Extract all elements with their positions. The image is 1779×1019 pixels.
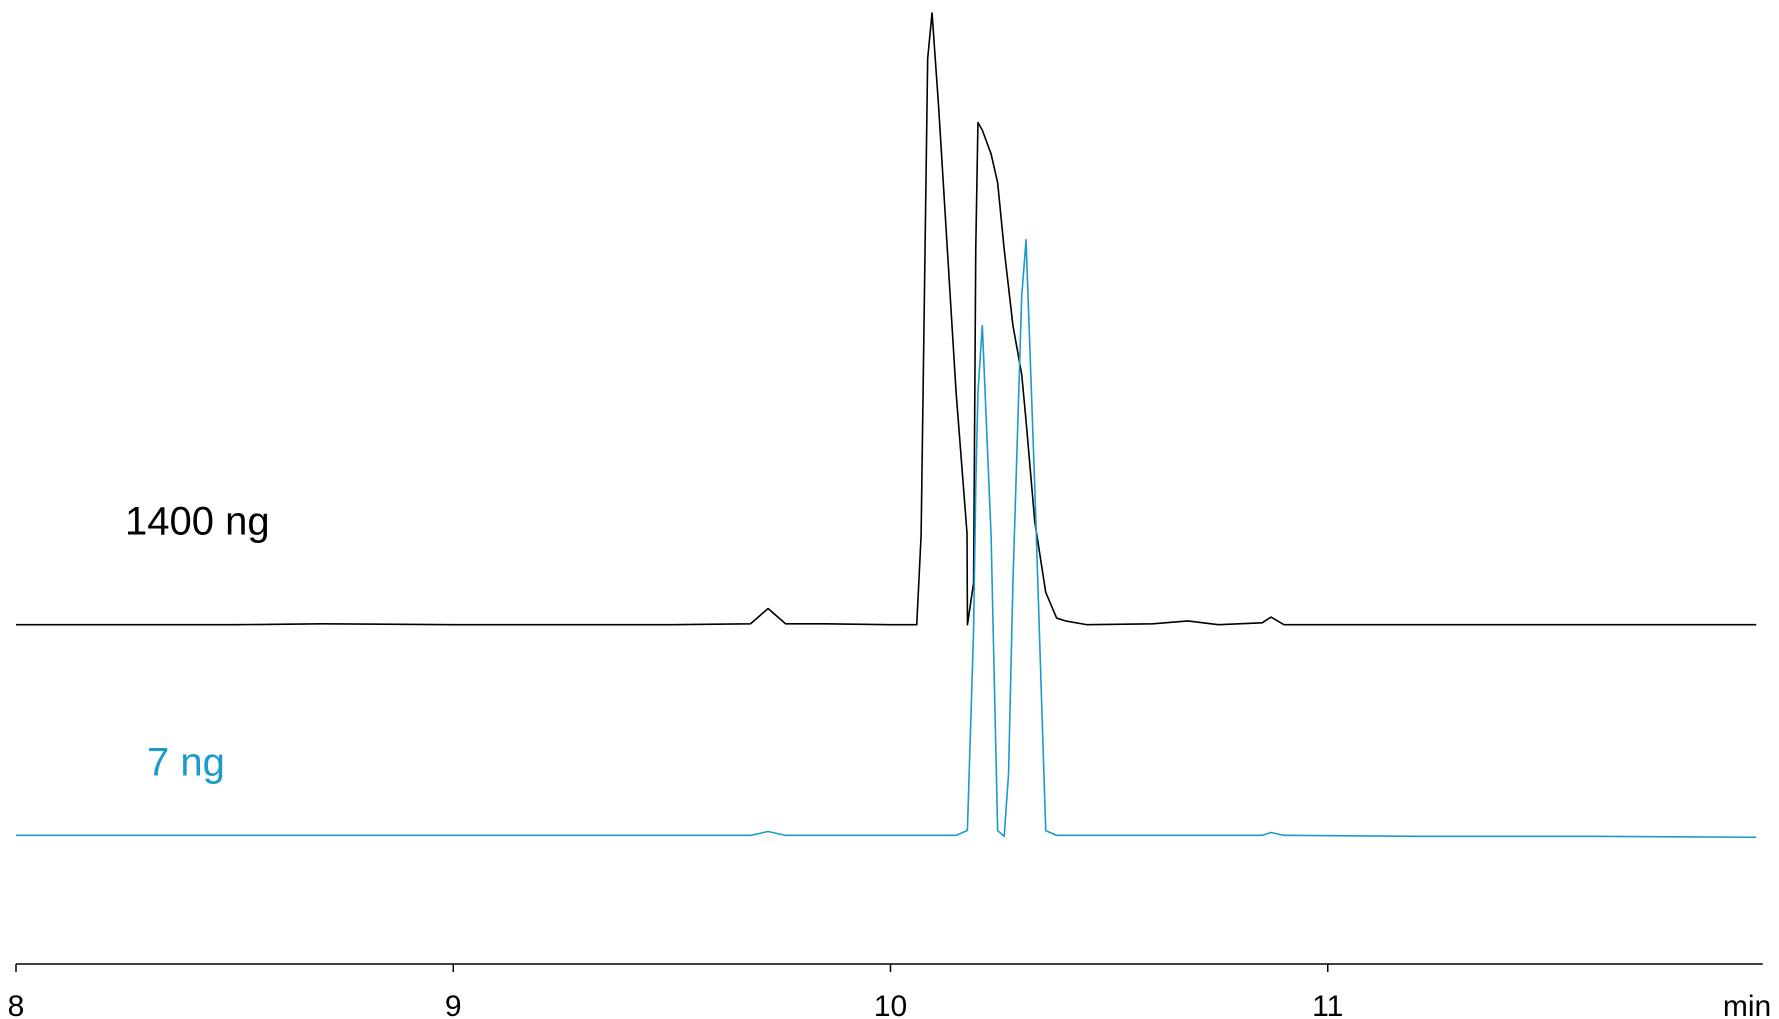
x-axis-label: min bbox=[1723, 990, 1771, 1019]
x-tick-label: 9 bbox=[445, 990, 462, 1019]
trace-label: 1400 ng bbox=[125, 500, 270, 544]
x-tick-label: 11 bbox=[1312, 990, 1343, 1019]
trace bbox=[16, 238, 1757, 839]
x-tick-label: 8 bbox=[8, 990, 25, 1019]
trace-label: 7 ng bbox=[147, 740, 225, 784]
trace bbox=[16, 12, 1757, 626]
x-tick-label: 10 bbox=[874, 990, 907, 1019]
